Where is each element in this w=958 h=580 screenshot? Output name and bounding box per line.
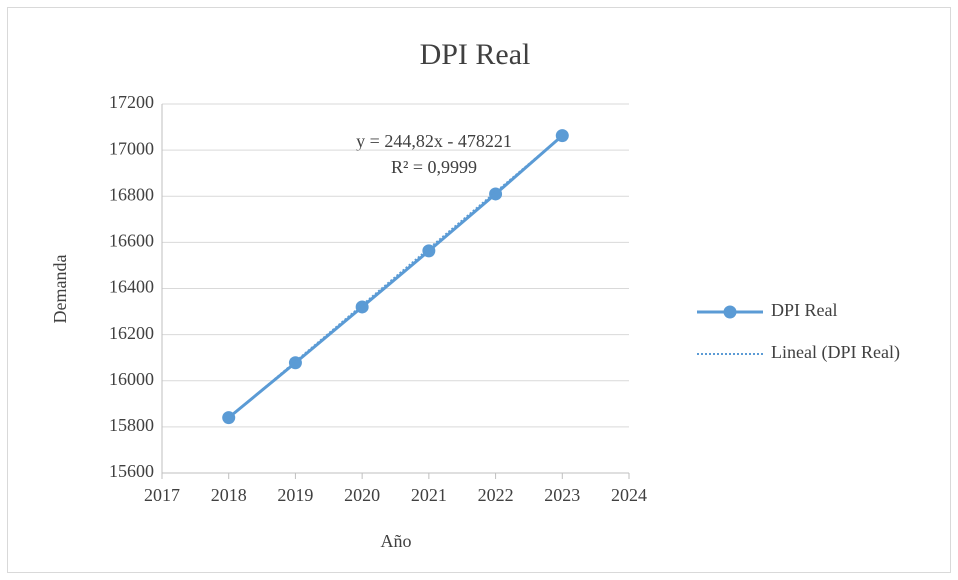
x-tick-label: 2023 [544, 485, 580, 505]
y-axis-label: Demanda [50, 255, 70, 324]
x-tick-label: 2017 [144, 485, 180, 505]
y-tick-label: 16000 [109, 369, 154, 389]
y-tick-label: 16800 [109, 184, 154, 204]
y-tick-label: 16600 [109, 231, 154, 251]
chart-border [7, 7, 951, 573]
point [422, 244, 436, 258]
legend-label: DPI Real [771, 300, 838, 320]
trend-line [228, 135, 563, 419]
point [489, 187, 503, 201]
x-tick-label: 2019 [277, 485, 313, 505]
y-tick-label: 15600 [109, 461, 154, 481]
x-tick-label: 2018 [211, 485, 247, 505]
y-tick-label: 16400 [109, 277, 154, 297]
point [555, 129, 569, 143]
legend-marker [723, 305, 737, 319]
point [355, 300, 369, 314]
x-tick-label: 2021 [411, 485, 447, 505]
y-tick-label: 17000 [109, 138, 154, 158]
y-tick-label: 17200 [109, 92, 154, 112]
x-tick-label: 2020 [344, 485, 380, 505]
x-tick-label: 2024 [611, 485, 647, 505]
x-axis-label: Año [381, 531, 412, 551]
trend-r2: R² = 0,9999 [391, 157, 477, 177]
y-tick-label: 15800 [109, 415, 154, 435]
legend-label: Lineal (DPI Real) [771, 342, 900, 363]
trend-equation: y = 244,82x - 478221 [356, 131, 512, 151]
chart-title: DPI Real [420, 38, 531, 71]
point [288, 356, 302, 370]
x-tick-label: 2022 [478, 485, 514, 505]
y-tick-label: 16200 [109, 323, 154, 343]
